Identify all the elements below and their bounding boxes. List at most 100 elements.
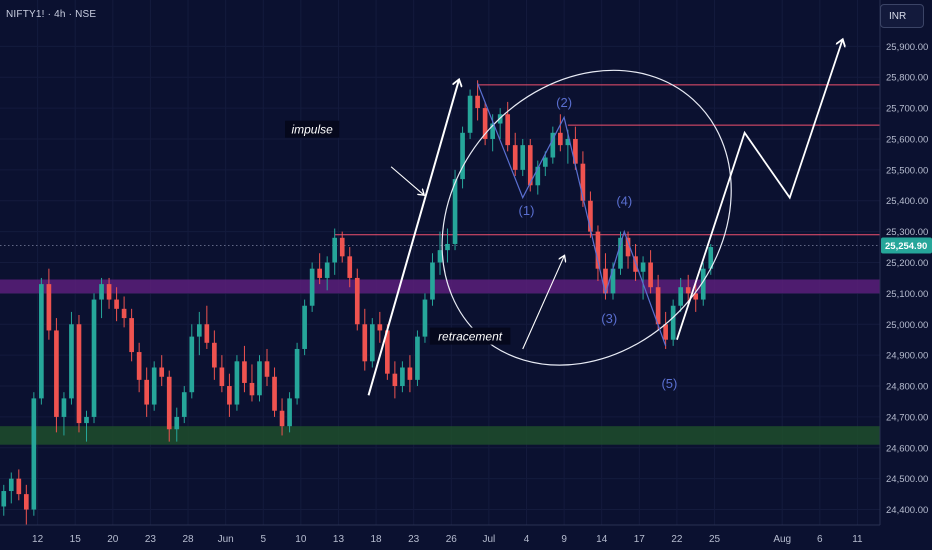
candle-28[interactable] [212, 330, 217, 380]
candle-79[interactable] [595, 225, 601, 282]
candle-54[interactable] [407, 355, 413, 393]
candle-64[interactable] [482, 101, 488, 146]
candle-43[interactable] [324, 256, 330, 291]
candle-50[interactable] [377, 311, 383, 343]
candle-23[interactable] [174, 407, 180, 442]
annotation-1[interactable]: retracement [438, 330, 503, 344]
candle-6[interactable] [46, 268, 52, 340]
annotation-0[interactable]: impulse [291, 123, 333, 137]
candle-45[interactable] [339, 231, 345, 263]
candle-71[interactable] [535, 160, 541, 195]
currency-button[interactable]: INR [880, 4, 924, 28]
candle-39[interactable] [294, 342, 300, 405]
candle-73[interactable] [550, 126, 556, 164]
candle-48[interactable] [362, 308, 368, 371]
candle-42[interactable] [317, 253, 322, 285]
pointer-arrow-0[interactable] [390, 166, 423, 195]
candle-35[interactable] [264, 348, 270, 387]
candle-36[interactable] [272, 367, 277, 417]
candle-90[interactable] [678, 277, 684, 312]
candle-87[interactable] [655, 274, 661, 331]
candle-72[interactable] [542, 151, 548, 177]
candle-15[interactable] [114, 287, 119, 322]
pointer-arrow-1[interactable] [522, 256, 564, 350]
candle-66[interactable] [497, 108, 503, 139]
candle-65[interactable] [490, 114, 495, 152]
candle-52[interactable] [392, 361, 398, 399]
candle-69[interactable] [520, 138, 526, 177]
candle-10[interactable] [76, 315, 82, 433]
candle-2[interactable] [16, 469, 22, 501]
candle-86[interactable] [648, 250, 653, 294]
candle-5[interactable] [39, 277, 44, 405]
candle-12[interactable] [91, 293, 97, 424]
candle-9[interactable] [69, 311, 74, 405]
candle-24[interactable] [181, 386, 187, 424]
candle-59[interactable] [445, 228, 450, 263]
wave-label-3[interactable]: (2) [556, 95, 572, 110]
last-price-tag[interactable] [881, 237, 932, 254]
candle-67[interactable] [505, 101, 511, 152]
candle-27[interactable] [204, 305, 210, 349]
candle-68[interactable] [512, 132, 518, 177]
wave-label-4[interactable]: (3) [601, 311, 617, 326]
candle-57[interactable] [430, 253, 435, 306]
candle-22[interactable] [166, 370, 172, 442]
candle-40[interactable] [302, 299, 307, 356]
candle-49[interactable] [369, 318, 375, 368]
candle-91[interactable] [685, 274, 691, 306]
last-price-value[interactable]: 25,254.90 [885, 241, 927, 252]
candle-31[interactable] [234, 355, 240, 411]
candle-93[interactable] [700, 262, 706, 306]
candle-51[interactable] [385, 324, 390, 380]
candle-56[interactable] [422, 293, 428, 343]
candle-85[interactable] [640, 256, 646, 300]
wave-label-5[interactable]: (4) [616, 194, 632, 209]
candle-11[interactable] [84, 410, 89, 442]
impulse-arrow[interactable] [367, 80, 459, 396]
candle-7[interactable] [54, 318, 59, 433]
candle-32[interactable] [242, 345, 247, 393]
candle-63[interactable] [475, 80, 480, 121]
candle-92[interactable] [693, 281, 699, 312]
candle-82[interactable] [618, 231, 623, 275]
candle-13[interactable] [99, 277, 104, 319]
candle-83[interactable] [625, 231, 631, 269]
symbol-label[interactable]: NIFTY1! · 4h · NSE [6, 9, 97, 20]
wave-label-2[interactable]: (1) [519, 203, 535, 218]
candle-1[interactable] [8, 472, 14, 504]
candle-33[interactable] [249, 364, 255, 402]
candle-88[interactable] [663, 311, 668, 349]
candle-3[interactable] [23, 484, 29, 525]
candle-47[interactable] [354, 268, 360, 331]
candle-53[interactable] [400, 361, 405, 393]
candle-34[interactable] [257, 355, 262, 402]
candle-44[interactable] [332, 228, 338, 275]
candle-41[interactable] [309, 262, 315, 312]
candle-74[interactable] [558, 114, 563, 152]
candle-76[interactable] [573, 126, 578, 170]
candle-25[interactable] [189, 324, 195, 399]
candle-62[interactable] [467, 89, 473, 139]
candle-0[interactable] [1, 484, 7, 516]
candle-18[interactable] [136, 342, 142, 393]
candle-37[interactable] [279, 398, 285, 436]
elliott-wave-path[interactable] [477, 83, 667, 347]
candle-20[interactable] [151, 361, 157, 411]
candle-17[interactable] [129, 308, 134, 362]
candle-16[interactable] [121, 296, 127, 328]
candle-19[interactable] [144, 367, 149, 417]
candle-89[interactable] [670, 299, 676, 346]
candle-38[interactable] [287, 392, 292, 433]
candle-55[interactable] [415, 330, 420, 387]
candle-26[interactable] [196, 311, 202, 356]
candle-4[interactable] [31, 392, 37, 516]
candle-8[interactable] [61, 392, 67, 436]
candle-61[interactable] [460, 126, 465, 189]
wave-label-6[interactable]: (5) [661, 376, 677, 391]
candle-29[interactable] [219, 355, 225, 393]
candle-30[interactable] [227, 373, 232, 417]
candle-58[interactable] [437, 231, 443, 275]
projection-path[interactable] [676, 40, 842, 340]
